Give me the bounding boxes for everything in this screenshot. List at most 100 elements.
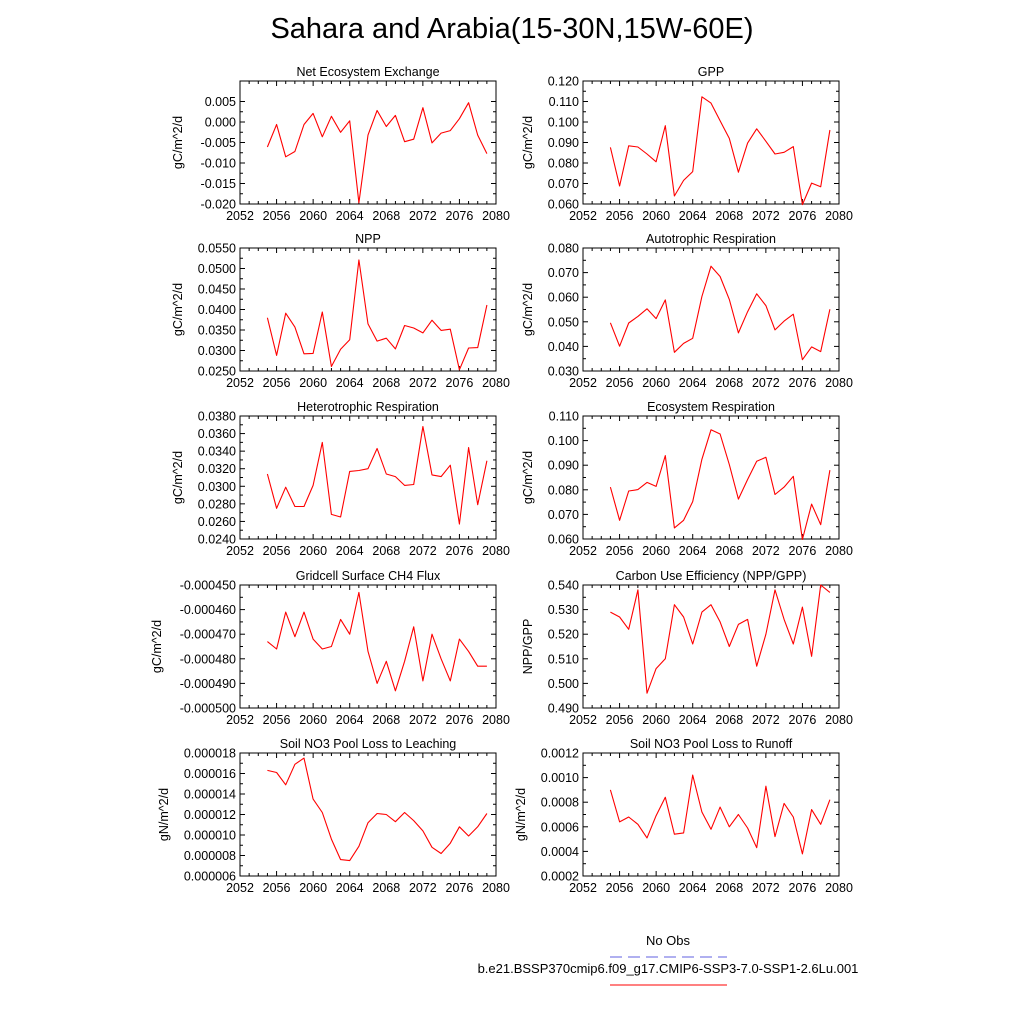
y-tick-label: -0.000500 xyxy=(180,702,236,716)
x-tick-label: 2068 xyxy=(372,376,400,390)
x-tick-label: 2072 xyxy=(752,881,780,895)
panel-title: Autotrophic Respiration xyxy=(646,232,776,246)
chart-panel-2: NPP 2052 2056 2060 2064 2068 2072 2076 2080 0.055… xyxy=(171,232,510,390)
y-tick-label: 0.0280 xyxy=(198,497,236,511)
x-tick-label: 2068 xyxy=(372,881,400,895)
x-tick-label: 2080 xyxy=(482,713,510,727)
plot-frame xyxy=(582,584,840,709)
x-tick-label: 2056 xyxy=(263,544,291,558)
series-line xyxy=(266,259,488,371)
y-tick-label: 0.000016 xyxy=(184,767,236,781)
series-line xyxy=(266,425,488,525)
x-tick-label: 2060 xyxy=(642,881,670,895)
legend-label-run: b.e21.BSSP370cmip6.f09_g17.CMIP6-SSP3-7.… xyxy=(478,961,859,976)
x-tick-label: 2064 xyxy=(336,713,364,727)
y-tick-label: 0.005 xyxy=(205,95,236,109)
y-tick-label: 0.000012 xyxy=(184,808,236,822)
y-tick-label: 0.0240 xyxy=(198,533,236,547)
y-tick-label: 0.0006 xyxy=(541,820,579,834)
y-tick-label: -0.000490 xyxy=(180,677,236,691)
y-tick-label: 0.110 xyxy=(549,410,579,424)
y-tick-label: 0.0340 xyxy=(198,445,236,459)
y-tick-label: 0.530 xyxy=(548,603,579,617)
x-tick-label: 2080 xyxy=(825,209,853,223)
x-tick-label: 2060 xyxy=(642,713,670,727)
y-axis-label: gN/m^2/d xyxy=(157,788,171,841)
y-axis-label: NPP/GPP xyxy=(521,619,535,675)
x-tick-label: 2068 xyxy=(715,713,743,727)
y-axis-label: gC/m^2/d xyxy=(171,451,185,504)
x-tick-label: 2052 xyxy=(226,713,254,727)
x-tick-label: 2064 xyxy=(336,881,364,895)
y-tick-label: 0.0350 xyxy=(198,324,236,338)
x-tick-label: 2052 xyxy=(226,376,254,390)
panel-title: Ecosystem Respiration xyxy=(647,400,775,414)
x-tick-label: 2076 xyxy=(789,881,817,895)
y-axis-label: gC/m^2/d xyxy=(171,116,185,169)
plot-frame xyxy=(582,80,840,205)
x-tick-label: 2080 xyxy=(825,376,853,390)
y-tick-label: 0.000010 xyxy=(184,829,236,843)
x-tick-label: 2076 xyxy=(789,376,817,390)
series-line xyxy=(609,774,831,855)
y-axis-label: gC/m^2/d xyxy=(521,283,535,336)
chart-panel-4: Heterotrophic Respiration 2052 2056 2060 206… xyxy=(171,400,510,558)
y-tick-label: 0.060 xyxy=(548,533,579,547)
x-tick-label: 2072 xyxy=(409,209,437,223)
chart-panel-9: Soil NO3 Pool Loss to Runoff 2052 2056 2060… xyxy=(514,737,853,895)
x-tick-label: 2064 xyxy=(336,544,364,558)
x-tick-label: 2056 xyxy=(606,881,634,895)
y-tick-label: 0.030 xyxy=(548,365,579,379)
y-tick-label: 0.0008 xyxy=(541,796,579,810)
y-tick-label: 0.0250 xyxy=(198,365,236,379)
x-tick-label: 2056 xyxy=(263,376,291,390)
series-line xyxy=(267,757,488,862)
legend: No Obs b.e21.BSSP370cmip6.f09_g17.CMIP6-… xyxy=(478,933,859,986)
y-tick-label: 0.000006 xyxy=(184,870,236,884)
y-axis-label: gC/m^2/d xyxy=(521,451,535,504)
x-tick-label: 2056 xyxy=(263,209,291,223)
y-tick-label: -0.015 xyxy=(201,177,236,191)
y-tick-label: 0.000014 xyxy=(184,788,236,802)
chart-panel-0: Net Ecosystem Exchange 2052 2056 2060 2064 20… xyxy=(171,65,510,223)
y-tick-label: 0.500 xyxy=(548,677,579,691)
x-tick-label: 2076 xyxy=(446,881,474,895)
series-line xyxy=(267,591,487,692)
y-tick-label: 0.510 xyxy=(548,652,579,666)
y-axis-label: gC/m^2/d xyxy=(171,283,185,336)
x-tick-label: 2080 xyxy=(825,881,853,895)
plot-frame xyxy=(239,80,497,205)
series-line xyxy=(609,429,831,541)
y-tick-label: 0.080 xyxy=(548,157,579,171)
x-tick-label: 2076 xyxy=(789,209,817,223)
y-tick-label: 0.540 xyxy=(548,579,579,593)
x-tick-label: 2068 xyxy=(372,544,400,558)
y-tick-label: 0.0400 xyxy=(198,303,236,317)
y-axis-label: gC/m^2/d xyxy=(521,116,535,169)
y-tick-label: 0.070 xyxy=(548,266,579,280)
y-tick-label: 0.0550 xyxy=(198,242,236,256)
series-line xyxy=(609,96,831,206)
x-tick-label: 2052 xyxy=(569,209,597,223)
y-tick-label: 0.0260 xyxy=(198,515,236,529)
x-tick-label: 2068 xyxy=(715,376,743,390)
panel-title: Carbon Use Efficiency (NPP/GPP) xyxy=(616,569,807,583)
y-tick-label: 0.070 xyxy=(548,508,579,522)
x-tick-label: 2060 xyxy=(642,376,670,390)
y-tick-label: 0.100 xyxy=(548,116,579,130)
x-tick-label: 2072 xyxy=(752,209,780,223)
y-tick-label: 0.090 xyxy=(548,136,579,150)
plot-frame xyxy=(239,247,497,372)
x-tick-label: 2060 xyxy=(299,881,327,895)
panel-title: Gridcell Surface CH4 Flux xyxy=(296,569,441,583)
plot-frame xyxy=(239,415,497,540)
panel-title: Soil NO3 Pool Loss to Leaching xyxy=(280,737,457,751)
x-tick-label: 2060 xyxy=(299,376,327,390)
x-tick-label: 2064 xyxy=(679,544,707,558)
x-tick-label: 2052 xyxy=(569,544,597,558)
x-tick-label: 2064 xyxy=(679,713,707,727)
x-tick-label: 2056 xyxy=(606,209,634,223)
x-tick-label: 2080 xyxy=(482,881,510,895)
x-tick-label: 2080 xyxy=(482,376,510,390)
